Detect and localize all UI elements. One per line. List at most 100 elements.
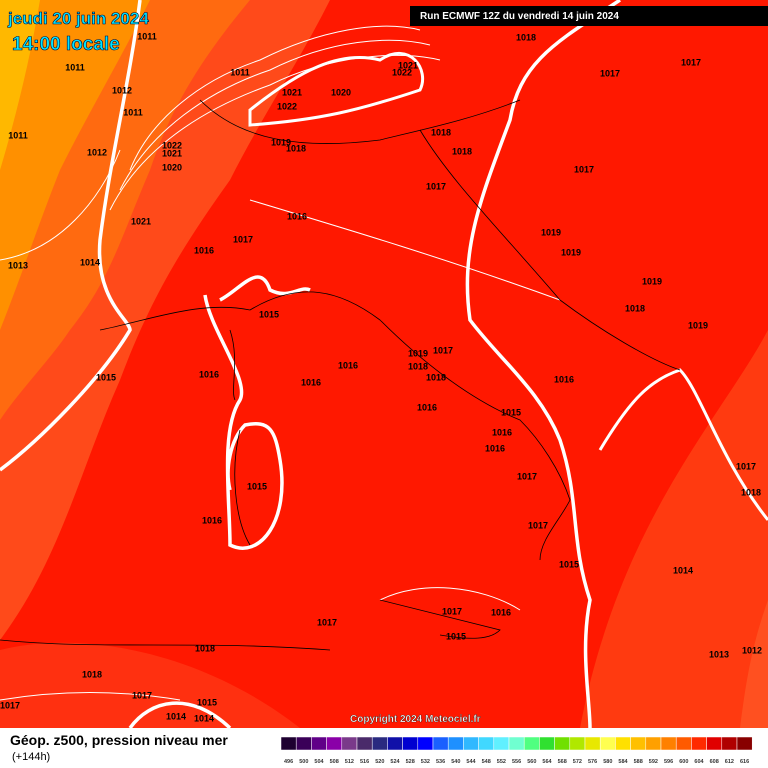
isobar-label: 1018 xyxy=(426,372,446,382)
isobar-label: 1016 xyxy=(554,374,574,384)
isobar-label: 1016 xyxy=(194,245,214,255)
scale-label: 592 xyxy=(649,759,658,765)
scale-label: 584 xyxy=(618,759,628,765)
scale-label: 508 xyxy=(330,759,339,765)
scale-label: 500 xyxy=(299,759,308,765)
scale-label: 548 xyxy=(482,759,491,765)
isobar-labels: 1011101110121011101110121011102110221021… xyxy=(0,31,762,723)
isobar-label: 1018 xyxy=(408,361,428,371)
scale-label: 588 xyxy=(634,759,643,765)
scale-swatch xyxy=(432,736,449,751)
scale-label: 556 xyxy=(512,759,521,765)
isobar-label: 1016 xyxy=(338,360,358,370)
scale-label: 552 xyxy=(497,759,506,765)
isobar-label: 1015 xyxy=(247,481,267,491)
isobar-label: 1020 xyxy=(162,162,182,172)
isobar-label: 1021 xyxy=(282,87,302,97)
scale-swatch xyxy=(387,736,403,751)
scale-swatch xyxy=(721,736,738,751)
scale-swatch xyxy=(295,736,312,751)
isobar-label: 1017 xyxy=(317,617,337,627)
isobar-label: 1017 xyxy=(600,68,620,78)
isobar-label: 1018 xyxy=(195,643,215,653)
copyright: Copyright 2024 Meteociel.fr xyxy=(350,714,481,725)
isobar-label: 1015 xyxy=(559,559,579,569)
scale-label: 544 xyxy=(466,759,476,765)
scale-swatch xyxy=(341,736,358,751)
isobar-label: 1019 xyxy=(408,348,428,358)
isobar-label: 1011 xyxy=(137,31,157,41)
isobar-label: 1018 xyxy=(625,303,645,313)
isobar-label: 1011 xyxy=(8,130,28,140)
scale-label: 608 xyxy=(710,759,719,765)
scale-label: 560 xyxy=(527,759,536,765)
scale-swatch xyxy=(311,736,327,751)
scale-swatch xyxy=(447,736,464,751)
scale-label: 532 xyxy=(421,759,430,765)
isobar-label: 1013 xyxy=(8,260,28,270)
scale-swatch xyxy=(280,736,297,751)
isobar-label: 1022 xyxy=(392,67,412,77)
scale-swatch xyxy=(691,736,707,751)
scale-label: 540 xyxy=(451,759,460,765)
isobar-label: 1022 xyxy=(162,140,182,150)
isobar-label: 1017 xyxy=(442,606,462,616)
isobar-label: 1019 xyxy=(271,137,291,147)
isobar-label: 1022 xyxy=(277,101,297,111)
isobar-label: 1014 xyxy=(194,713,214,723)
isobar-label: 1016 xyxy=(417,402,437,412)
isobar-label: 1017 xyxy=(517,471,537,481)
isobar-label: 1016 xyxy=(199,369,219,379)
isobar-label: 1017 xyxy=(574,164,594,174)
isobar-label: 1017 xyxy=(433,345,453,355)
scale-swatch xyxy=(645,736,662,751)
scale-swatch xyxy=(356,736,373,751)
forecast-step: (+144h) xyxy=(12,751,50,763)
scale-swatch xyxy=(660,736,677,751)
isobar-label: 1017 xyxy=(132,690,152,700)
scale-label: 596 xyxy=(664,759,673,765)
scale-swatch xyxy=(554,736,571,751)
scale-swatch xyxy=(599,736,616,751)
isobar-label: 1015 xyxy=(446,631,466,641)
isobar-label: 1015 xyxy=(501,407,521,417)
scale-swatch xyxy=(706,736,723,751)
isobar-label: 1011 xyxy=(230,67,250,77)
isobar-label: 1018 xyxy=(741,487,761,497)
map-background xyxy=(0,0,768,728)
product-title: Géop. z500, pression niveau mer xyxy=(10,732,228,748)
isobar-label: 1013 xyxy=(709,649,729,659)
isobar-label: 1017 xyxy=(233,234,253,244)
scale-swatch xyxy=(326,736,343,751)
isobar-label: 1012 xyxy=(87,147,107,157)
scale-label: 504 xyxy=(314,759,324,765)
scale-swatch xyxy=(417,736,434,751)
scale-label: 580 xyxy=(603,759,612,765)
scale-swatch xyxy=(615,736,631,751)
scale-swatch xyxy=(463,736,479,751)
isobar-label: 1021 xyxy=(162,148,182,158)
isobar-label: 1017 xyxy=(736,461,756,471)
scale-label: 572 xyxy=(573,759,582,765)
color-scale: 496 500 504 508 512 516 520 524 528 532 536 540 544 5… xyxy=(280,736,753,765)
coastlines xyxy=(0,99,681,651)
isobar-label: 1019 xyxy=(561,247,581,257)
isobar-label: 1014 xyxy=(80,257,100,267)
scale-label: 512 xyxy=(345,759,354,765)
isobar-label: 1018 xyxy=(82,669,102,679)
scale-label: 616 xyxy=(740,759,749,765)
isobar-label: 1019 xyxy=(541,227,561,237)
isobar-label: 1012 xyxy=(112,85,132,95)
scale-swatch xyxy=(478,736,495,751)
scale-swatch xyxy=(630,736,647,751)
isobar-label: 1018 xyxy=(286,143,306,153)
scale-label: 536 xyxy=(436,759,445,765)
isobar-label: 1011 xyxy=(65,62,85,72)
scale-label: 612 xyxy=(725,759,734,765)
isobar-label: 1016 xyxy=(492,427,512,437)
isobar-label: 1020 xyxy=(331,87,351,97)
isobars xyxy=(0,0,768,730)
valid-date: jeudi 20 juin 2024 xyxy=(7,9,149,28)
isobar-label: 1021 xyxy=(398,60,418,70)
scale-swatch xyxy=(584,736,601,751)
